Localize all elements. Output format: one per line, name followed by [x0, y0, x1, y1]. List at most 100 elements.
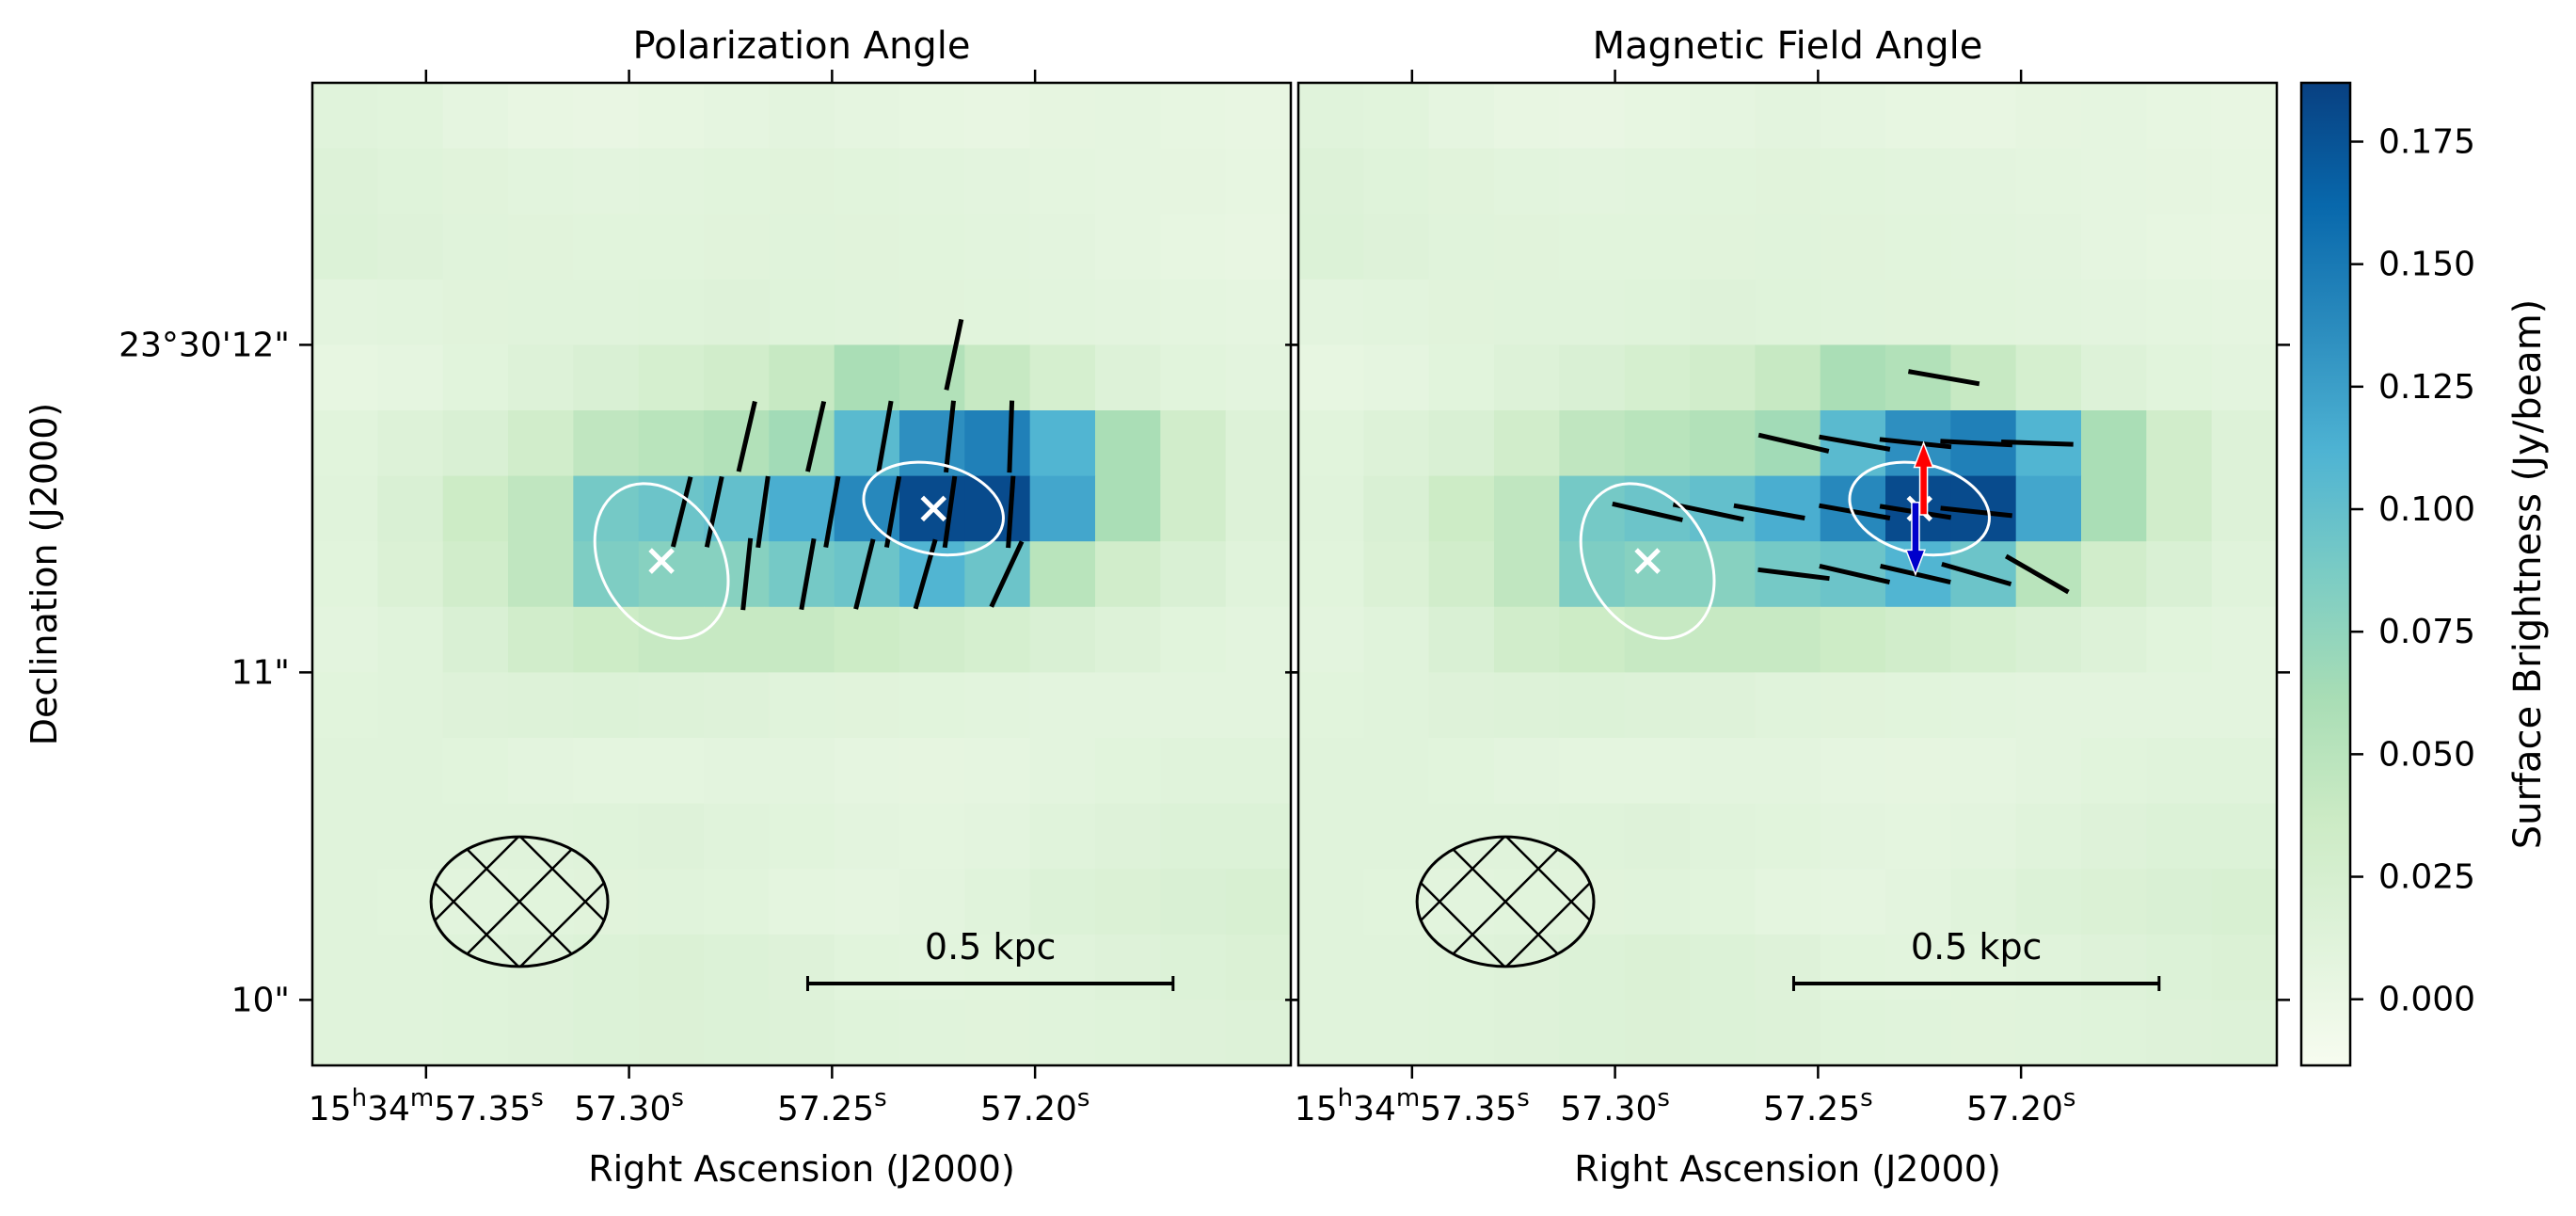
heatmap-cell — [1690, 869, 1756, 936]
heatmap-cell — [1755, 803, 1821, 870]
heatmap-cell — [442, 83, 509, 150]
beam-hatch-line — [431, 837, 609, 967]
heatmap-cell — [1225, 672, 1291, 739]
heatmap-cell — [2211, 410, 2277, 477]
heatmap-cell — [1298, 672, 1364, 739]
heatmap-cell — [1225, 475, 1291, 542]
heatmap-cell — [1820, 279, 1886, 345]
heatmap-cell — [1029, 934, 1096, 1000]
heatmap-cell — [2015, 934, 2082, 1000]
heatmap-cell — [2015, 672, 2082, 739]
heatmap-cell — [1225, 541, 1291, 608]
heatmap-cell — [1298, 869, 1364, 936]
heatmap-cell — [1363, 475, 1430, 542]
colorbar-tick-label: 0.000 — [2378, 981, 2475, 1019]
heatmap-cell — [1160, 410, 1227, 477]
heatmap-cell — [1624, 606, 1691, 673]
heatmap-cell — [1690, 934, 1756, 1000]
heatmap-cell — [1160, 672, 1227, 739]
heatmap-cell — [1494, 475, 1560, 542]
heatmap-cell — [1950, 934, 2017, 1000]
vectors-magnetic — [1612, 369, 2074, 595]
heatmap-cell — [704, 541, 770, 608]
heatmap-cell — [834, 344, 900, 411]
ticks-magnetic: 15h34m57.35s 57.30s 57.25s 57.20s — [1285, 70, 2290, 1128]
heatmap-cell — [964, 738, 1031, 805]
heatmap-cell — [1095, 410, 1161, 477]
vector-segment — [1612, 501, 1683, 522]
heatmap-cell — [899, 214, 965, 280]
heatmap-cell — [769, 672, 835, 739]
y-tick-label: 23°30'12" — [119, 326, 290, 364]
x-axis-label-magnetic: Right Ascension (J2000) — [1574, 1148, 2001, 1190]
heatmap-cell — [2015, 869, 2082, 936]
heatmap-cell — [2146, 869, 2213, 936]
heatmap-cell — [1559, 410, 1626, 477]
beam-ellipse — [1415, 835, 1596, 968]
heatmap-cell — [1559, 1000, 1626, 1065]
heatmap-magnetic — [1298, 83, 2277, 1065]
heatmap-cell — [1885, 738, 1951, 805]
heatmap-cell — [899, 148, 965, 215]
heatmap-cell — [638, 148, 705, 215]
heatmap-cell — [1298, 148, 1364, 215]
heatmap-cell — [377, 344, 444, 411]
heatmap-cell — [1755, 279, 1821, 345]
heatmap-cell — [1755, 1000, 1821, 1065]
heatmap-cell — [312, 214, 378, 280]
vector-segment — [1007, 400, 1015, 473]
heatmap-cell — [964, 606, 1031, 673]
heatmap-cell — [573, 148, 640, 215]
heatmap-cell — [2081, 541, 2147, 608]
heatmap-cell — [377, 83, 444, 150]
heatmap-cell — [1885, 934, 1951, 1000]
heatmap-cell — [2211, 344, 2277, 411]
heatmap-cell — [769, 279, 835, 345]
heatmap-cell — [1950, 279, 2017, 345]
heatmap-cell — [2015, 214, 2082, 280]
vector-segment — [1672, 502, 1744, 522]
heatmap-cell — [1559, 738, 1626, 805]
heatmap-cell — [2015, 1000, 2082, 1065]
heatmap-cell — [1690, 541, 1756, 608]
heatmap-cell — [1298, 541, 1364, 608]
heatmap-cell — [1029, 803, 1096, 870]
heatmap-cell — [1428, 672, 1495, 739]
heatmap-cell — [1559, 803, 1626, 870]
heatmap-cell — [1820, 803, 1886, 870]
heatmap-cell — [312, 148, 378, 215]
heatmap-cell — [964, 934, 1031, 1000]
heatmap-cell — [1298, 475, 1364, 542]
heatmap-cell — [2146, 934, 2213, 1000]
heatmap-cell — [2146, 410, 2213, 477]
heatmap-cell — [2211, 475, 2277, 542]
heatmap-cell — [1690, 148, 1756, 215]
heatmap-cell — [638, 410, 705, 477]
heatmap-cell — [1029, 410, 1096, 477]
heatmap-cell — [704, 344, 770, 411]
heatmap-cell — [1298, 410, 1364, 477]
heatmap-cell — [377, 606, 444, 673]
vector-segment — [740, 537, 754, 611]
sources-polarization — [593, 460, 1005, 640]
heatmap-cell — [312, 83, 378, 150]
heatmap-cell — [2146, 83, 2213, 150]
heatmap-cell — [704, 148, 770, 215]
heatmap-cell — [1363, 606, 1430, 673]
axes-frame-magnetic — [1296, 81, 2279, 1067]
heatmap-cell — [442, 1000, 509, 1065]
heatmap-cell — [312, 738, 378, 805]
heatmap-cell — [1559, 279, 1626, 345]
heatmap-cell — [1755, 934, 1821, 1000]
heatmap-cell — [1095, 83, 1161, 150]
heatmap-cell — [1755, 738, 1821, 805]
heatmap-cell — [2211, 606, 2277, 673]
heatmap-cell — [1160, 475, 1227, 542]
heatmap-cell — [312, 606, 378, 673]
scale-bar-label-magnetic: 0.5 kpc — [1911, 926, 2043, 968]
heatmap-cell — [1298, 738, 1364, 805]
heatmap-cell — [964, 869, 1031, 936]
vector-segment — [2001, 440, 2074, 447]
colorbar-tick-label: 0.175 — [2378, 122, 2475, 161]
